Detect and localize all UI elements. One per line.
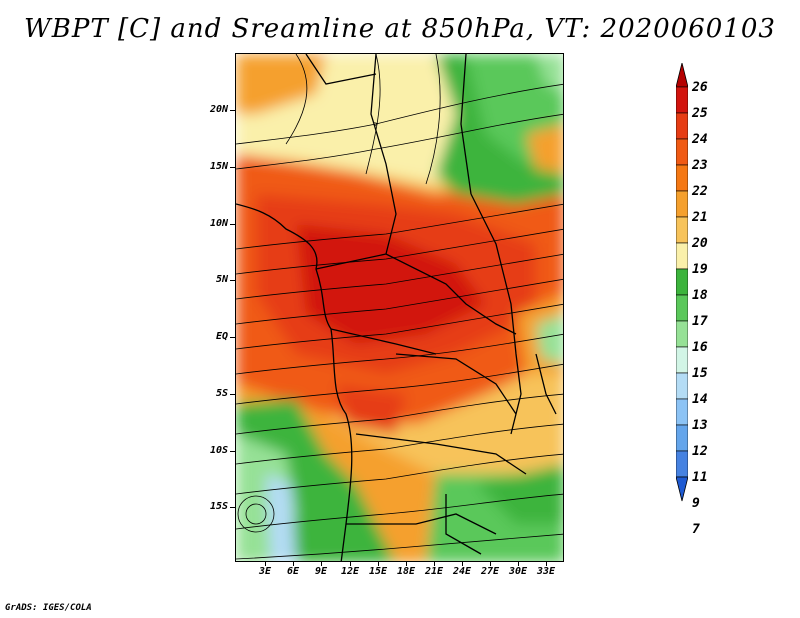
colorbar	[675, 62, 689, 561]
colorbar-swatch	[675, 190, 689, 218]
lon-tick	[546, 562, 547, 566]
chart-title: WBPT [C] and Sreamline at 850hPa, VT: 20…	[24, 14, 776, 44]
map-panel	[235, 53, 564, 562]
lon-tick	[490, 562, 491, 566]
lon-tick	[265, 562, 266, 566]
lat-label: 15N	[209, 161, 228, 172]
colorbar-swatch	[675, 398, 689, 426]
lon-tick	[293, 562, 294, 566]
lon-label: 27E	[480, 566, 500, 577]
colorbar-label: 16	[692, 340, 708, 355]
colorbar-swatch	[675, 164, 689, 192]
lon-label: 6E	[286, 566, 300, 577]
lat-label: 5S	[215, 388, 228, 399]
lat-tick	[230, 451, 235, 452]
colorbar-swatches	[675, 62, 689, 502]
colorbar-swatch	[675, 320, 689, 348]
lat-tick	[230, 507, 235, 508]
lon-tick	[378, 562, 379, 566]
lat-tick	[230, 337, 235, 338]
colorbar-swatch	[675, 346, 689, 374]
borders	[236, 54, 557, 561]
lon-label: 33E	[536, 566, 556, 577]
colorbar-label: 17	[692, 314, 708, 329]
lat-label: 10N	[209, 218, 228, 229]
colorbar-label: 13	[692, 418, 708, 433]
lon-tick	[406, 562, 407, 566]
colorbar-min-triangle	[675, 476, 689, 502]
colorbar-label: 11	[692, 470, 708, 485]
colorbar-swatch	[675, 424, 689, 452]
lat-label: EQ	[215, 331, 228, 342]
colorbar-label: 25	[692, 106, 708, 121]
lon-label: 15E	[368, 566, 388, 577]
colorbar-label: 21	[692, 210, 708, 225]
lon-label: 24E	[452, 566, 472, 577]
colorbar-swatch	[675, 450, 689, 478]
lat-tick	[230, 280, 235, 281]
lon-label: 12E	[340, 566, 360, 577]
streamlines	[236, 54, 563, 560]
colorbar-label: 12	[692, 444, 708, 459]
lon-tick	[518, 562, 519, 566]
temperature-shading	[236, 54, 563, 561]
lat-label: 10S	[209, 445, 228, 456]
lat-label: 15S	[209, 501, 228, 512]
lat-label: 20N	[209, 104, 228, 115]
colorbar-label: 22	[692, 184, 708, 199]
colorbar-label: 14	[692, 392, 708, 407]
lat-tick	[230, 167, 235, 168]
colorbar-swatch	[675, 242, 689, 270]
colorbar-label: 9	[692, 496, 700, 511]
colorbar-swatch	[675, 268, 689, 296]
colorbar-label: 24	[692, 132, 708, 147]
colorbar-label: 23	[692, 158, 708, 173]
wbpt-field	[236, 54, 563, 561]
colorbar-swatch	[675, 216, 689, 244]
colorbar-swatch	[675, 294, 689, 322]
lon-label: 18E	[396, 566, 416, 577]
credit-text: GrADS: IGES/COLA	[5, 603, 92, 613]
colorbar-swatch	[675, 86, 689, 114]
colorbar-label: 26	[692, 80, 708, 95]
colorbar-swatch	[675, 138, 689, 166]
colorbar-label: 15	[692, 366, 708, 381]
lon-label: 30E	[508, 566, 528, 577]
lat-tick	[230, 110, 235, 111]
colorbar-swatch	[675, 112, 689, 140]
lon-tick	[434, 562, 435, 566]
colorbar-label: 19	[692, 262, 708, 277]
colorbar-label: 18	[692, 288, 708, 303]
lat-tick	[230, 224, 235, 225]
lat-tick	[230, 394, 235, 395]
lon-label: 21E	[424, 566, 444, 577]
lon-tick	[321, 562, 322, 566]
lon-label: 9E	[314, 566, 328, 577]
lon-tick	[462, 562, 463, 566]
lon-label: 3E	[258, 566, 272, 577]
lon-tick	[350, 562, 351, 566]
colorbar-swatch	[675, 372, 689, 400]
colorbar-label: 20	[692, 236, 708, 251]
colorbar-max-triangle	[675, 62, 689, 88]
lat-label: 5N	[215, 274, 228, 285]
colorbar-label: 7	[692, 522, 700, 537]
